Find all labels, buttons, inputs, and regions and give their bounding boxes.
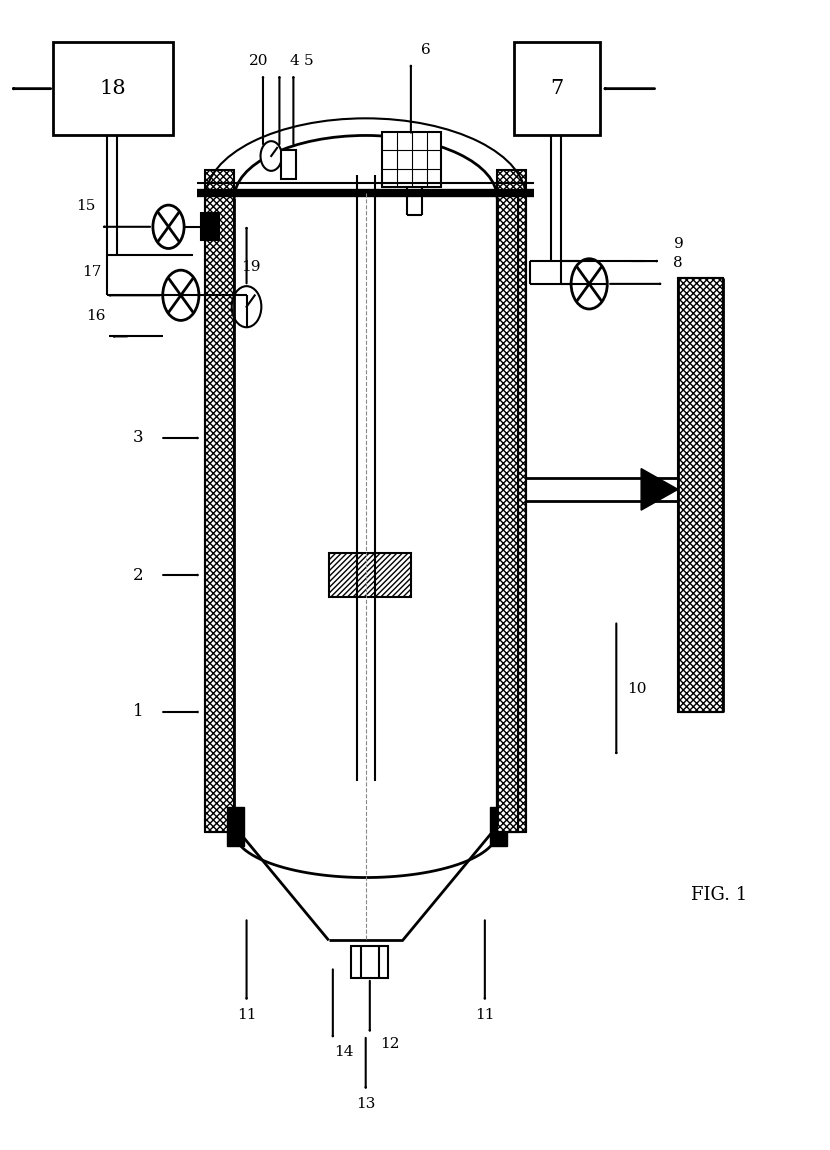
Circle shape — [261, 141, 282, 171]
Bar — [514, 41, 600, 136]
Bar — [281, 151, 295, 179]
Text: 17: 17 — [81, 266, 101, 279]
Text: 5: 5 — [303, 54, 313, 68]
Bar — [491, 807, 507, 845]
Text: 11: 11 — [475, 1007, 495, 1021]
Bar — [53, 41, 173, 136]
Polygon shape — [641, 468, 678, 511]
Bar — [206, 170, 234, 831]
Text: 8: 8 — [673, 256, 682, 270]
Text: 13: 13 — [356, 1097, 375, 1111]
Text: 14: 14 — [334, 1045, 354, 1059]
Bar — [227, 807, 244, 845]
Text: 19: 19 — [241, 260, 261, 274]
Bar — [202, 213, 219, 240]
Circle shape — [153, 205, 184, 248]
Text: 9: 9 — [674, 237, 684, 251]
Text: FIG. 1: FIG. 1 — [691, 886, 747, 904]
Text: 10: 10 — [627, 682, 647, 696]
Text: 18: 18 — [100, 79, 126, 98]
Circle shape — [163, 270, 199, 321]
Bar — [497, 170, 526, 831]
Text: 2: 2 — [134, 567, 144, 583]
Text: 15: 15 — [76, 199, 95, 213]
Text: 20: 20 — [249, 54, 269, 68]
Text: 7: 7 — [550, 79, 564, 98]
Circle shape — [232, 286, 261, 328]
Bar — [382, 132, 442, 186]
Circle shape — [571, 259, 608, 309]
Bar — [351, 946, 388, 978]
Text: 6: 6 — [421, 43, 431, 56]
Bar — [497, 192, 518, 831]
Text: 12: 12 — [379, 1037, 399, 1051]
Text: 1: 1 — [134, 704, 144, 721]
Text: 16: 16 — [85, 309, 105, 323]
Bar — [329, 553, 411, 597]
Text: 3: 3 — [134, 429, 144, 446]
Text: 11: 11 — [237, 1007, 256, 1021]
Text: 4: 4 — [290, 54, 299, 68]
Bar — [678, 278, 723, 712]
